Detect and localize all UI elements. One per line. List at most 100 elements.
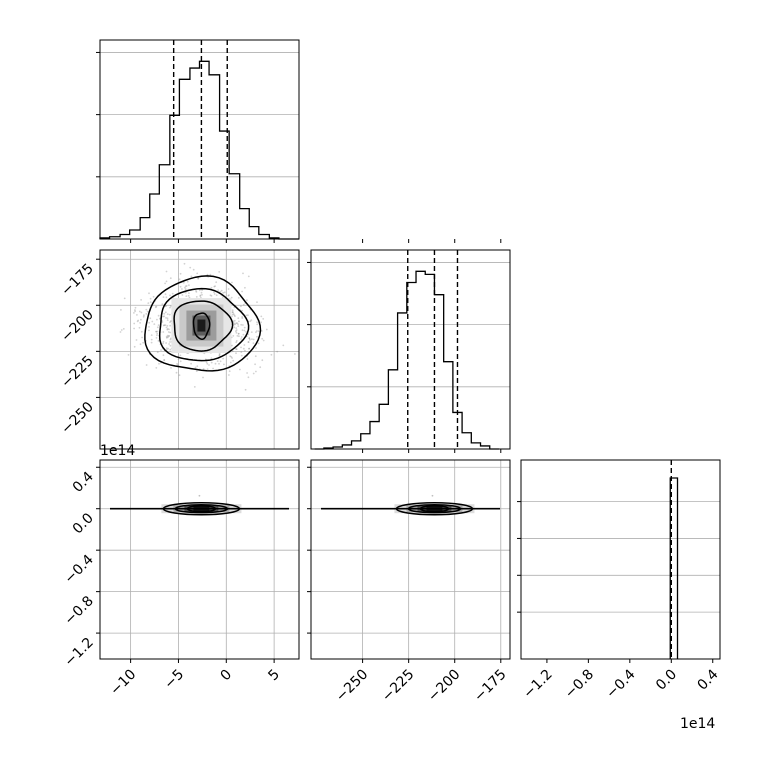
scatter-point bbox=[192, 268, 195, 271]
scatter-point bbox=[231, 350, 234, 353]
scatter-point bbox=[147, 302, 150, 304]
scatter-point bbox=[156, 330, 159, 333]
scatter-point bbox=[248, 347, 251, 350]
scatter-point bbox=[232, 335, 235, 337]
scatter-point bbox=[231, 315, 233, 318]
x-tick-label: −0.8 bbox=[562, 667, 597, 702]
scatter-point bbox=[231, 309, 234, 312]
scatter-point bbox=[218, 352, 221, 355]
scatter-point bbox=[137, 319, 140, 322]
scatter-point bbox=[133, 327, 136, 330]
scatter-point bbox=[212, 367, 215, 370]
scatter-point bbox=[166, 327, 169, 330]
scatter-point bbox=[155, 330, 158, 333]
scatter-point bbox=[241, 329, 244, 332]
scatter-point bbox=[155, 367, 158, 369]
panel-frame-r1c0 bbox=[99, 249, 300, 450]
scatter-point bbox=[150, 341, 153, 344]
frame-layer bbox=[99, 39, 721, 660]
scatter-point bbox=[243, 344, 246, 346]
scatter-point bbox=[270, 353, 273, 356]
panel-frame-r2c2 bbox=[520, 459, 721, 660]
scatter-point bbox=[163, 312, 166, 315]
scatter-point bbox=[127, 354, 130, 356]
scatter-point bbox=[229, 355, 232, 358]
scatter-point bbox=[219, 360, 222, 363]
y-tick-label: 0.4 bbox=[70, 469, 97, 496]
density-block bbox=[197, 319, 206, 332]
x-tick-label: −250 bbox=[333, 667, 372, 706]
scatter-point bbox=[242, 303, 245, 306]
scatter-point bbox=[242, 324, 244, 326]
scatter-point bbox=[260, 315, 263, 318]
scatter-point bbox=[170, 320, 172, 322]
scatter-point bbox=[213, 291, 215, 294]
scatter-point bbox=[183, 262, 186, 265]
scatter-point bbox=[240, 346, 242, 349]
x-tick-label: −175 bbox=[471, 667, 510, 706]
scatter-point bbox=[148, 292, 150, 295]
scatter-point bbox=[169, 337, 172, 340]
scatter-point bbox=[210, 361, 213, 364]
panel-frame-r2c0 bbox=[99, 459, 300, 660]
histogram-2 bbox=[669, 477, 679, 659]
y-tick-label: −0.8 bbox=[61, 593, 96, 628]
scatter-point bbox=[169, 341, 171, 343]
scatter-point bbox=[169, 348, 172, 351]
scatter-point bbox=[251, 338, 253, 340]
scatter-point bbox=[166, 317, 169, 320]
scatter-point bbox=[208, 364, 210, 366]
scatter-point bbox=[237, 332, 240, 335]
scatter-point bbox=[240, 354, 243, 357]
scatter-point bbox=[261, 337, 264, 340]
scatter-point bbox=[265, 328, 268, 331]
scatter-point bbox=[210, 295, 213, 297]
scatter-point bbox=[149, 301, 152, 303]
scatter-point bbox=[167, 335, 170, 338]
scatter-point bbox=[247, 376, 250, 379]
scatter-point bbox=[145, 313, 148, 315]
scatter-point bbox=[165, 342, 168, 344]
scatter-point bbox=[250, 319, 253, 321]
scatter-point bbox=[261, 359, 264, 362]
scatter-point bbox=[431, 494, 434, 497]
scatter-point bbox=[146, 310, 149, 313]
scatter-point bbox=[235, 329, 238, 331]
scatter-point bbox=[179, 360, 182, 363]
scatter-point bbox=[162, 315, 164, 318]
scatter-point bbox=[195, 296, 198, 298]
scatter-point bbox=[237, 297, 240, 299]
grid-layer bbox=[100, 52, 720, 659]
scatter-point bbox=[248, 347, 250, 350]
x-tick-label: −10 bbox=[107, 667, 139, 699]
scatter-point bbox=[156, 326, 159, 329]
tick-layer: −10 −5 0 5 −250 −225 −200 −175 −1.2 −0.8 −0.4 0.0 0.… bbox=[58, 51, 722, 706]
scatter-point bbox=[169, 277, 172, 280]
scatter-point bbox=[244, 388, 247, 391]
y-tick-label: −1.2 bbox=[61, 635, 96, 670]
scatter-point bbox=[168, 343, 171, 345]
histogram-1 bbox=[314, 270, 499, 450]
scatter-point bbox=[150, 334, 153, 336]
y-tick-label: 0.0 bbox=[70, 510, 97, 537]
scatter-point bbox=[219, 290, 222, 293]
scatter-point bbox=[140, 330, 143, 333]
scatter-point bbox=[214, 362, 217, 365]
scatter-point bbox=[218, 362, 220, 365]
scatter-point bbox=[181, 288, 183, 290]
x-tick-label: −5 bbox=[161, 667, 187, 693]
scatter-point bbox=[185, 285, 188, 287]
scatter-point bbox=[233, 326, 236, 329]
scatter-point bbox=[194, 366, 197, 369]
scatter-point bbox=[245, 314, 248, 317]
scatter-point bbox=[170, 367, 172, 369]
scatter-point bbox=[155, 305, 158, 308]
scatter-point bbox=[142, 315, 145, 318]
scatter-point bbox=[235, 330, 237, 333]
scatter-point bbox=[133, 322, 136, 325]
scatter-point bbox=[153, 323, 156, 325]
scatter-point bbox=[245, 331, 247, 333]
scatter-point bbox=[210, 357, 213, 360]
panel-frame-r1c1 bbox=[310, 249, 511, 450]
scatter-point bbox=[199, 295, 202, 297]
